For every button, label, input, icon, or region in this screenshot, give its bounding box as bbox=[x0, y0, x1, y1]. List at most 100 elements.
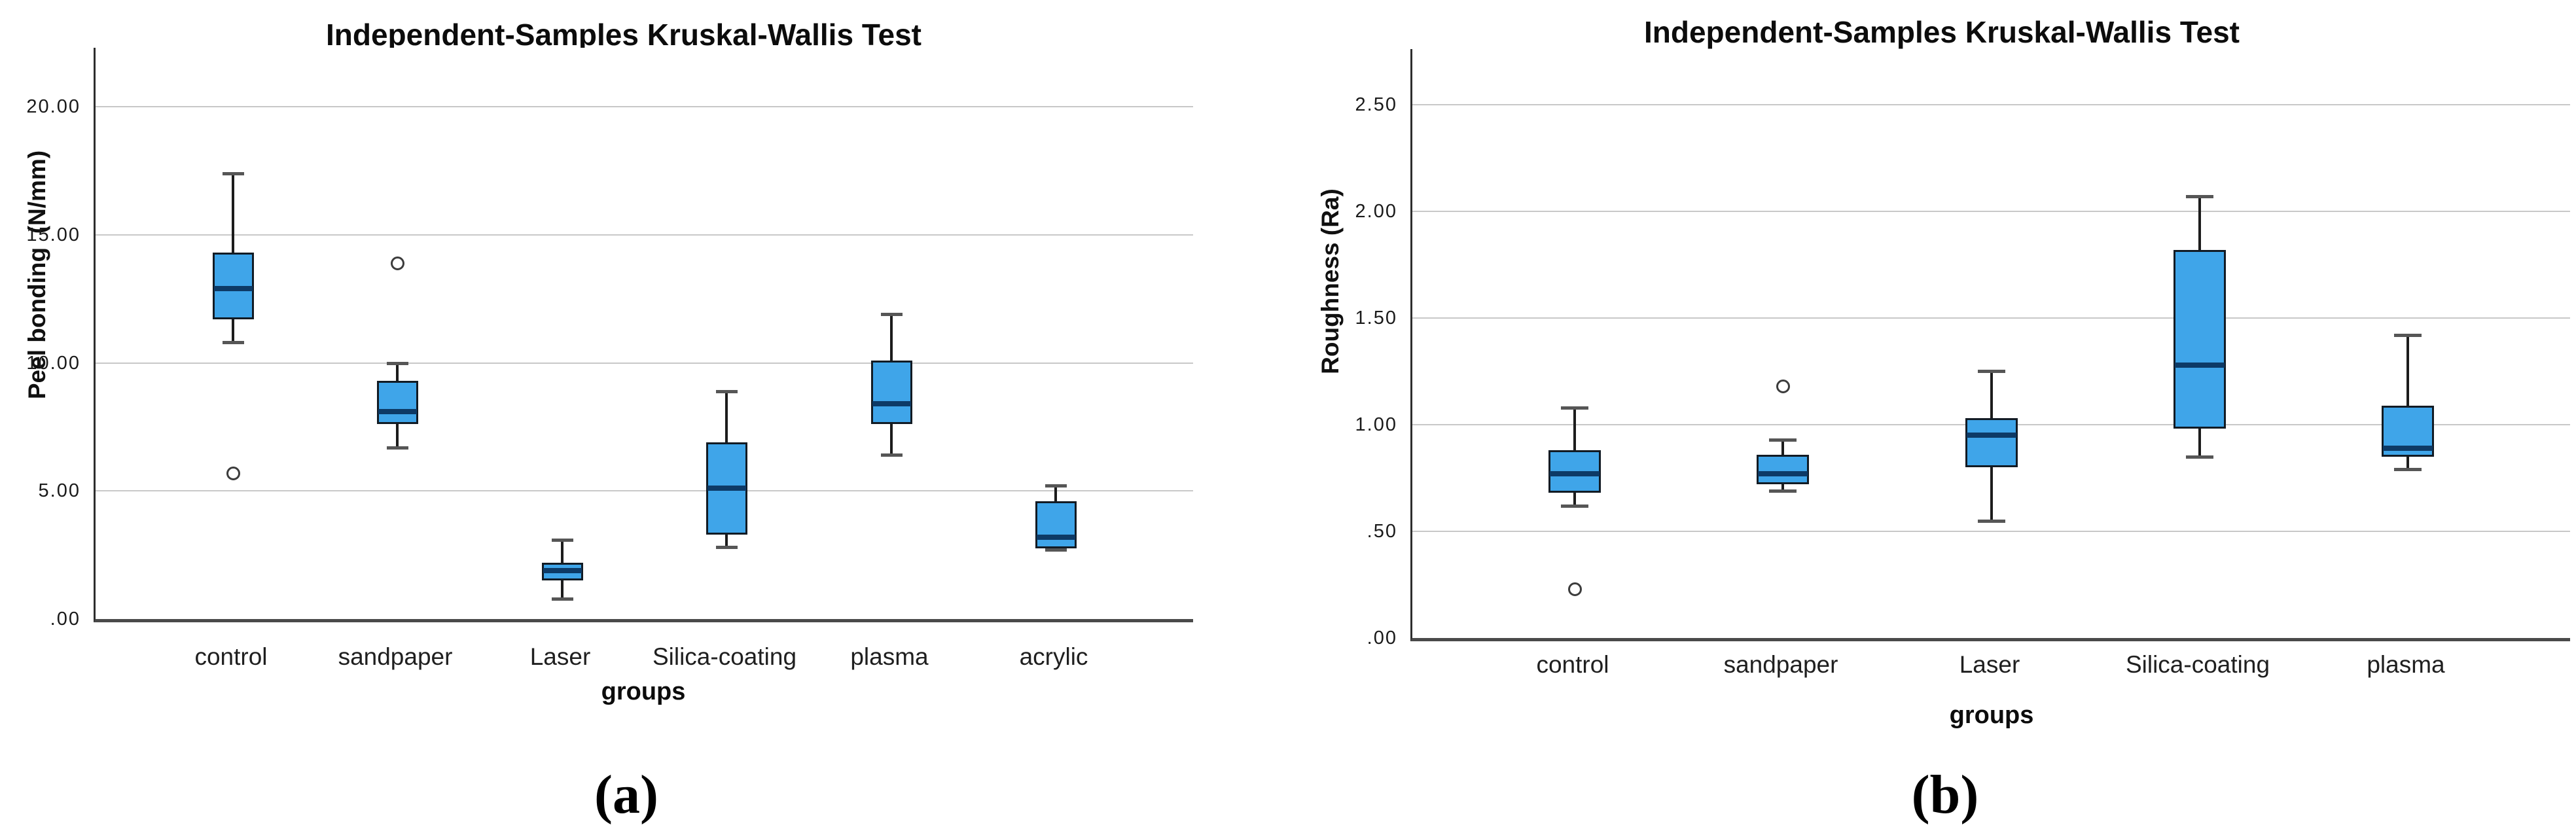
chart-title: Independent-Samples Kruskal-Wallis Test bbox=[326, 18, 921, 52]
median-line bbox=[1550, 470, 1600, 476]
whisker-cap-upper bbox=[1978, 370, 2005, 374]
x-tick-label-Laser: Laser bbox=[1959, 651, 2020, 678]
gridline-h bbox=[96, 363, 1193, 364]
y-tick-label: 20.00 bbox=[26, 96, 80, 117]
whisker-cap-upper bbox=[715, 389, 738, 393]
median-line bbox=[1758, 470, 1808, 476]
whisker-cap-upper bbox=[386, 361, 408, 365]
gridline-h bbox=[96, 106, 1193, 107]
median-line bbox=[707, 486, 746, 491]
x-axis-label: groups bbox=[1949, 701, 2034, 729]
boxplot-box-plasma bbox=[870, 360, 912, 425]
y-tick-label: 10.00 bbox=[26, 353, 80, 374]
gridline-h bbox=[96, 234, 1193, 236]
x-tick-label-plasma: plasma bbox=[2367, 651, 2445, 678]
whisker-cap-lower bbox=[222, 341, 244, 345]
x-tick-label-sandpaper: sandpaper bbox=[1723, 651, 1838, 678]
whisker-lower bbox=[1781, 484, 1784, 491]
median-line bbox=[1036, 534, 1075, 540]
boxplot-box-acrylic bbox=[1035, 501, 1077, 549]
whisker-lower bbox=[232, 319, 234, 343]
boxplot-box-sandpaper bbox=[376, 380, 418, 425]
median-line bbox=[543, 567, 582, 573]
whisker-cap-lower bbox=[880, 453, 903, 457]
whisker-lower bbox=[2198, 429, 2201, 457]
whisker-cap-lower bbox=[1561, 504, 1588, 508]
whisker-cap-upper bbox=[2186, 195, 2213, 198]
whisker-lower bbox=[1573, 493, 1576, 506]
x-tick-label-Laser: Laser bbox=[529, 643, 591, 670]
y-tick-label: 2.00 bbox=[1355, 201, 1397, 222]
gridline-h bbox=[1412, 104, 2570, 105]
y-tick-label: 1.50 bbox=[1355, 308, 1397, 328]
boxplot-box-Silica-coating bbox=[2174, 249, 2226, 429]
outlier-point bbox=[391, 257, 404, 270]
outlier-point bbox=[1568, 582, 1582, 596]
y-tick-label: .00 bbox=[50, 609, 80, 629]
whisker-lower bbox=[890, 424, 893, 455]
whisker-cap-upper bbox=[1561, 406, 1588, 410]
x-tick-label-acrylic: acrylic bbox=[1019, 643, 1088, 670]
chart-title: Independent-Samples Kruskal-Wallis Test bbox=[1644, 15, 2240, 49]
whisker-lower bbox=[396, 424, 399, 448]
x-tick-label-plasma: plasma bbox=[850, 643, 929, 670]
y-tick-label: .00 bbox=[1367, 628, 1397, 648]
gridline-h bbox=[1412, 531, 2570, 532]
boxplot-box-Laser bbox=[1965, 418, 2018, 468]
median-line bbox=[2175, 362, 2225, 368]
x-tick-label-sandpaper: sandpaper bbox=[338, 643, 453, 670]
y-tick-label: 15.00 bbox=[26, 224, 80, 245]
whisker-cap-upper bbox=[1769, 438, 1797, 442]
whisker-upper bbox=[1054, 486, 1057, 501]
x-tick-label-control: control bbox=[194, 643, 268, 670]
whisker-cap-upper bbox=[1045, 484, 1067, 488]
boxplot-box-sandpaper bbox=[1757, 454, 1809, 485]
x-tick-label-control: control bbox=[1536, 651, 1609, 678]
whisker-upper bbox=[1573, 407, 1576, 451]
median-line bbox=[378, 408, 417, 414]
whisker-cap-lower bbox=[1978, 519, 2005, 523]
outlier-point bbox=[226, 467, 240, 480]
x-tick-label-Silica-coating: Silica-coating bbox=[2125, 651, 2270, 678]
whisker-cap-lower bbox=[1769, 489, 1797, 493]
whisker-upper bbox=[396, 363, 399, 381]
whisker-cap-lower bbox=[1045, 548, 1067, 552]
whisker-upper bbox=[2406, 334, 2409, 406]
whisker-upper bbox=[232, 173, 234, 253]
outlier-point bbox=[1776, 380, 1790, 393]
whisker-lower bbox=[561, 580, 564, 599]
whisker-cap-lower bbox=[2186, 455, 2213, 459]
y-tick-label: 2.50 bbox=[1355, 94, 1397, 115]
whisker-cap-upper bbox=[880, 313, 903, 317]
whisker-cap-lower bbox=[386, 446, 408, 450]
gridline-h bbox=[1412, 211, 2570, 212]
whisker-upper bbox=[1781, 439, 1784, 455]
x-tick-label-Silica-coating: Silica-coating bbox=[652, 643, 797, 670]
whisker-upper bbox=[1990, 371, 1993, 419]
whisker-cap-upper bbox=[222, 171, 244, 175]
panel-label-b: (b) bbox=[1911, 764, 1979, 825]
median-line bbox=[1967, 433, 2016, 438]
whisker-cap-upper bbox=[551, 538, 573, 542]
whisker-cap-lower bbox=[2394, 468, 2422, 472]
whisker-cap-upper bbox=[2394, 333, 2422, 337]
whisker-cap-lower bbox=[551, 597, 573, 601]
median-line bbox=[872, 401, 911, 407]
median-line bbox=[213, 285, 253, 291]
gridline-h bbox=[1412, 317, 2570, 319]
whisker-upper bbox=[725, 391, 728, 442]
whisker-cap-lower bbox=[715, 546, 738, 550]
whisker-upper bbox=[561, 539, 564, 563]
gridline-h bbox=[96, 490, 1193, 491]
y-tick-label: .50 bbox=[1367, 521, 1397, 542]
whisker-lower bbox=[1990, 467, 1993, 521]
whisker-upper bbox=[2198, 196, 2201, 250]
whisker-lower bbox=[725, 534, 728, 548]
x-axis-label: groups bbox=[601, 678, 686, 705]
whisker-upper bbox=[890, 314, 893, 361]
median-line bbox=[2383, 445, 2433, 451]
y-tick-label: 5.00 bbox=[38, 480, 80, 501]
